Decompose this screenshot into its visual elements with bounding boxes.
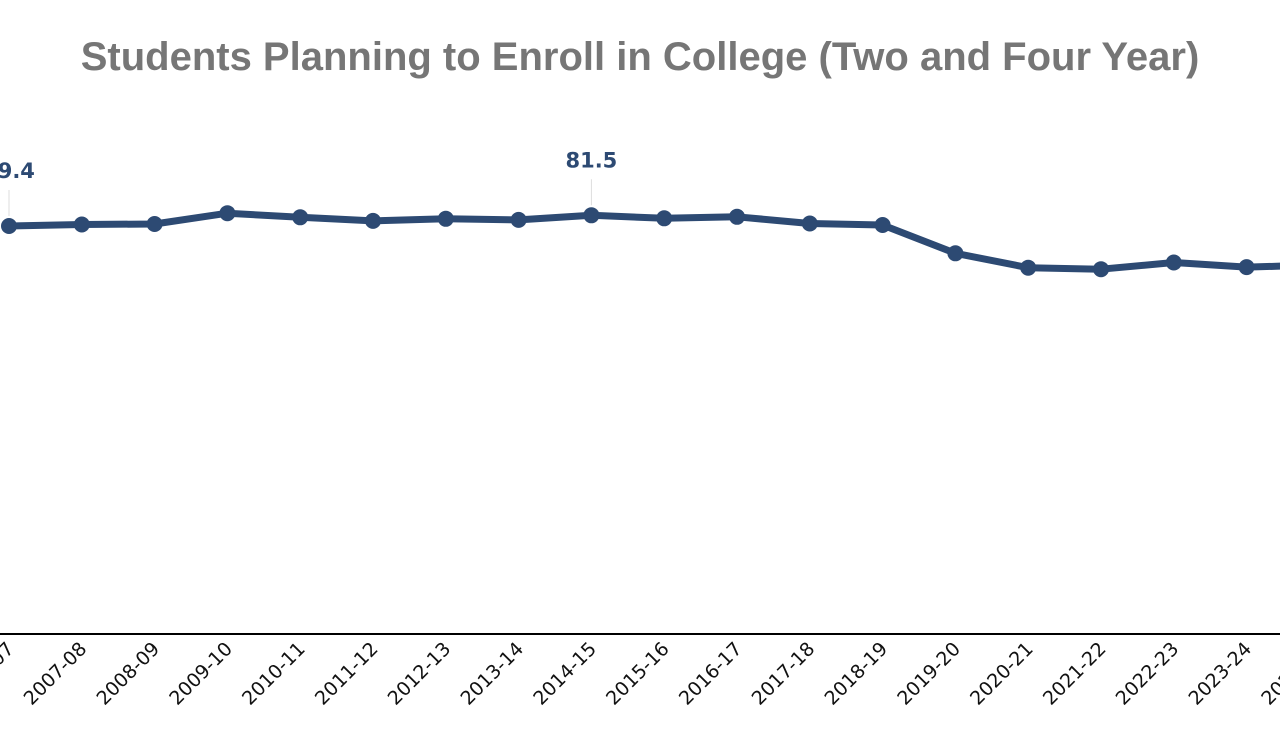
data-point-2010-11[interactable]	[292, 209, 309, 226]
x-tick-label: 2024-25	[1257, 638, 1280, 710]
data-point-2018-19[interactable]	[874, 217, 891, 233]
data-point-2008-09[interactable]	[146, 216, 163, 232]
data-point-2014-15[interactable]	[583, 207, 600, 224]
x-tick-label: 2020-21	[966, 638, 1038, 710]
data-point-2013-14[interactable]	[510, 211, 527, 228]
data-point-2022-23[interactable]	[1165, 254, 1182, 271]
data-point-2021-22[interactable]	[1093, 261, 1109, 278]
data-point-2006-07[interactable]	[1, 218, 17, 234]
x-tick-label: 2015-16	[602, 638, 674, 710]
x-tick-label: 2017-18	[748, 638, 820, 710]
data-point-2012-13[interactable]	[437, 210, 454, 227]
data-label: 79.4	[0, 159, 35, 183]
data-point-2019-20[interactable]	[947, 245, 964, 262]
data-point-2009-10[interactable]	[219, 205, 236, 222]
chart-title: Students Planning to Enroll in College (…	[81, 35, 1200, 79]
x-tick-label: 2007-08	[20, 638, 92, 710]
data-point-2017-18[interactable]	[801, 215, 818, 232]
x-tick-label: 2009-10	[165, 638, 237, 710]
data-label-leaders	[8, 179, 592, 217]
x-tick-label: 2023-24	[1184, 638, 1256, 710]
x-tick-labels: 2006-07 2007-08 2008-09 2009-10 2010-11 2011-…	[0, 638, 1280, 710]
data-point-2023-24[interactable]	[1238, 259, 1255, 276]
x-tick-label: 2022-23	[1112, 638, 1184, 710]
x-tick-label: 2018-19	[820, 638, 892, 710]
x-tick-label: 2014-15	[529, 638, 601, 710]
data-point-2016-17[interactable]	[729, 208, 745, 225]
x-tick-label: 2006-07	[0, 638, 19, 710]
data-label: 81.5	[565, 148, 617, 172]
x-tick-label: 2012-13	[384, 638, 456, 710]
series-line	[5, 209, 1280, 273]
data-point-2011-12[interactable]	[365, 212, 381, 229]
x-tick-label: 2008-09	[92, 638, 164, 710]
x-tick-label: 2016-17	[675, 638, 747, 710]
x-tick-label: 2019-20	[893, 638, 965, 710]
x-tick-label: 2011-12	[311, 638, 383, 710]
x-tick-label: 2010-11	[238, 638, 310, 710]
data-point-2007-08[interactable]	[73, 216, 90, 233]
data-labels: 79.4 81.5	[0, 148, 617, 183]
data-point-2020-21[interactable]	[1020, 259, 1037, 276]
x-tick-label: 2021-22	[1039, 638, 1111, 710]
series-group	[1, 205, 1280, 278]
data-point-2015-16[interactable]	[656, 210, 673, 227]
x-tick-label: 2013-14	[456, 638, 528, 710]
